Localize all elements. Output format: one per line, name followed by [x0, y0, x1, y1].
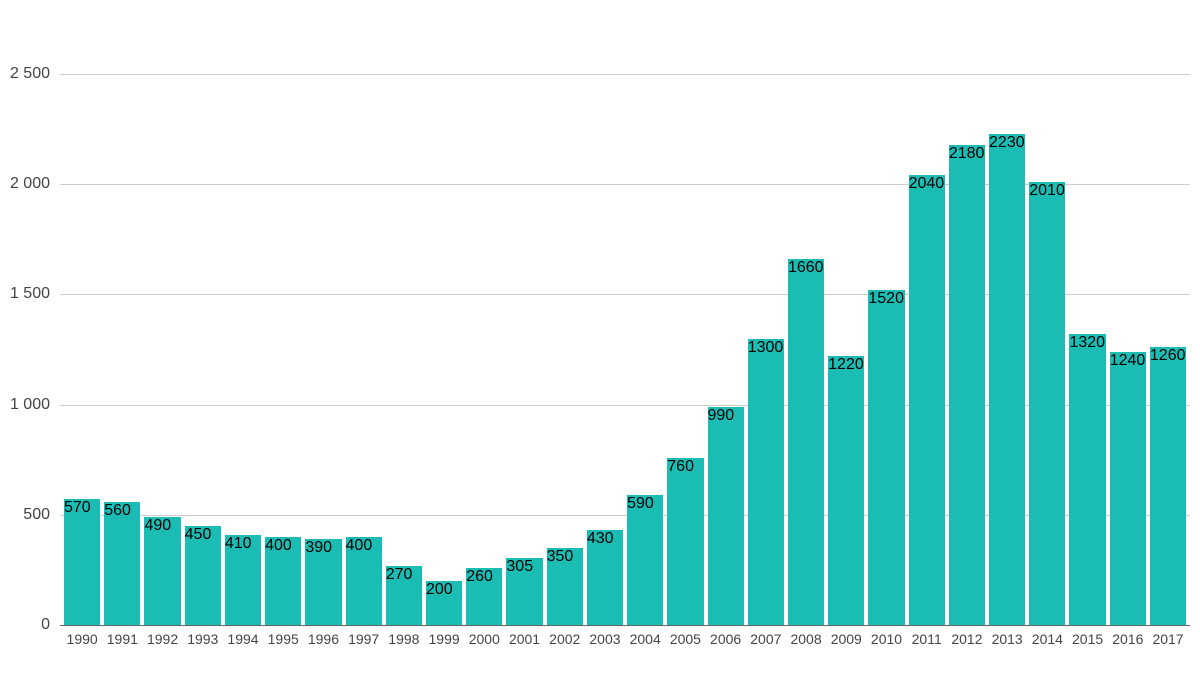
bar-slot: 2010 — [1027, 30, 1067, 625]
bar: 400 — [265, 537, 301, 625]
bar: 350 — [547, 548, 583, 625]
x-tick-label: 2012 — [947, 631, 987, 647]
bar-slot: 260 — [464, 30, 504, 625]
bar: 200 — [426, 581, 462, 625]
bar: 570 — [64, 499, 100, 625]
bar: 1300 — [748, 339, 784, 625]
bar: 2010 — [1029, 182, 1065, 625]
y-tick-label: 500 — [0, 506, 50, 524]
x-tick-label: 1998 — [384, 631, 424, 647]
bar-slot: 570 — [62, 30, 102, 625]
x-tick-labels: 1990199119921993199419951996199719981999… — [60, 631, 1190, 647]
bar-slot: 1300 — [746, 30, 786, 625]
bar: 1320 — [1069, 334, 1105, 625]
bar-slot: 350 — [545, 30, 585, 625]
bar-slot: 2180 — [947, 30, 987, 625]
bar-chart: 5705604904504104003904002702002603053504… — [0, 0, 1200, 675]
bar-slot: 1240 — [1108, 30, 1148, 625]
bar-slot: 1260 — [1148, 30, 1188, 625]
x-tick-label: 1993 — [183, 631, 223, 647]
x-tick-label: 2014 — [1027, 631, 1067, 647]
bar-slot: 200 — [424, 30, 464, 625]
bar-slot: 305 — [504, 30, 544, 625]
y-tick-label: 2 500 — [0, 65, 50, 83]
x-tick-label: 2000 — [464, 631, 504, 647]
bar: 1260 — [1150, 347, 1186, 625]
bar-slot: 1660 — [786, 30, 826, 625]
x-tick-label: 2006 — [706, 631, 746, 647]
x-tick-label: 2017 — [1148, 631, 1188, 647]
x-tick-label: 2010 — [866, 631, 906, 647]
x-axis — [60, 625, 1190, 626]
bars-group: 5705604904504104003904002702002603053504… — [60, 30, 1190, 625]
bar: 1220 — [828, 356, 864, 625]
x-tick-label: 2013 — [987, 631, 1027, 647]
x-tick-label: 1997 — [344, 631, 384, 647]
x-tick-label: 2007 — [746, 631, 786, 647]
bar: 490 — [144, 517, 180, 625]
bar: 1660 — [788, 259, 824, 625]
x-tick-label: 1991 — [102, 631, 142, 647]
bar-slot: 400 — [263, 30, 303, 625]
bar-slot: 390 — [303, 30, 343, 625]
plot-area: 5705604904504104003904002702002603053504… — [60, 30, 1190, 625]
bar: 560 — [104, 502, 140, 625]
x-tick-label: 2016 — [1108, 631, 1148, 647]
bar-slot: 430 — [585, 30, 625, 625]
x-tick-label: 1999 — [424, 631, 464, 647]
bar: 990 — [708, 407, 744, 625]
bar: 1240 — [1110, 352, 1146, 625]
bar: 305 — [506, 558, 542, 625]
y-tick-label: 2 000 — [0, 175, 50, 193]
x-tick-label: 2009 — [826, 631, 866, 647]
x-tick-label: 1995 — [263, 631, 303, 647]
bar: 260 — [466, 568, 502, 625]
x-tick-label: 2015 — [1067, 631, 1107, 647]
bar: 400 — [346, 537, 382, 625]
bar: 590 — [627, 495, 663, 625]
x-tick-label: 2008 — [786, 631, 826, 647]
y-tick-label: 1 500 — [0, 285, 50, 303]
x-tick-label: 1992 — [142, 631, 182, 647]
x-tick-label: 2011 — [907, 631, 947, 647]
bar-slot: 1520 — [866, 30, 906, 625]
bar: 2040 — [909, 175, 945, 625]
x-tick-label: 1996 — [303, 631, 343, 647]
bar: 760 — [667, 458, 703, 625]
bar-slot: 400 — [344, 30, 384, 625]
bar-slot: 990 — [706, 30, 746, 625]
bar: 430 — [587, 530, 623, 625]
bar-slot: 450 — [183, 30, 223, 625]
x-tick-label: 2002 — [545, 631, 585, 647]
x-tick-label: 1994 — [223, 631, 263, 647]
bar: 2180 — [949, 145, 985, 625]
bar-slot: 1320 — [1067, 30, 1107, 625]
bar-slot: 410 — [223, 30, 263, 625]
bar: 410 — [225, 535, 261, 625]
bar: 450 — [185, 526, 221, 625]
bar-slot: 270 — [384, 30, 424, 625]
y-tick-label: 0 — [0, 616, 50, 634]
bar-slot: 2040 — [907, 30, 947, 625]
x-tick-label: 2003 — [585, 631, 625, 647]
bar-slot: 590 — [625, 30, 665, 625]
bar: 390 — [305, 539, 341, 625]
bar-slot: 760 — [665, 30, 705, 625]
bar-slot: 1220 — [826, 30, 866, 625]
bar-slot: 490 — [142, 30, 182, 625]
bar: 2230 — [989, 134, 1025, 625]
x-tick-label: 2005 — [665, 631, 705, 647]
x-tick-label: 2001 — [504, 631, 544, 647]
bar-slot: 560 — [102, 30, 142, 625]
bar: 270 — [386, 566, 422, 626]
bar: 1520 — [868, 290, 904, 625]
x-tick-label: 2004 — [625, 631, 665, 647]
bar-slot: 2230 — [987, 30, 1027, 625]
x-tick-label: 1990 — [62, 631, 102, 647]
y-tick-label: 1 000 — [0, 396, 50, 414]
